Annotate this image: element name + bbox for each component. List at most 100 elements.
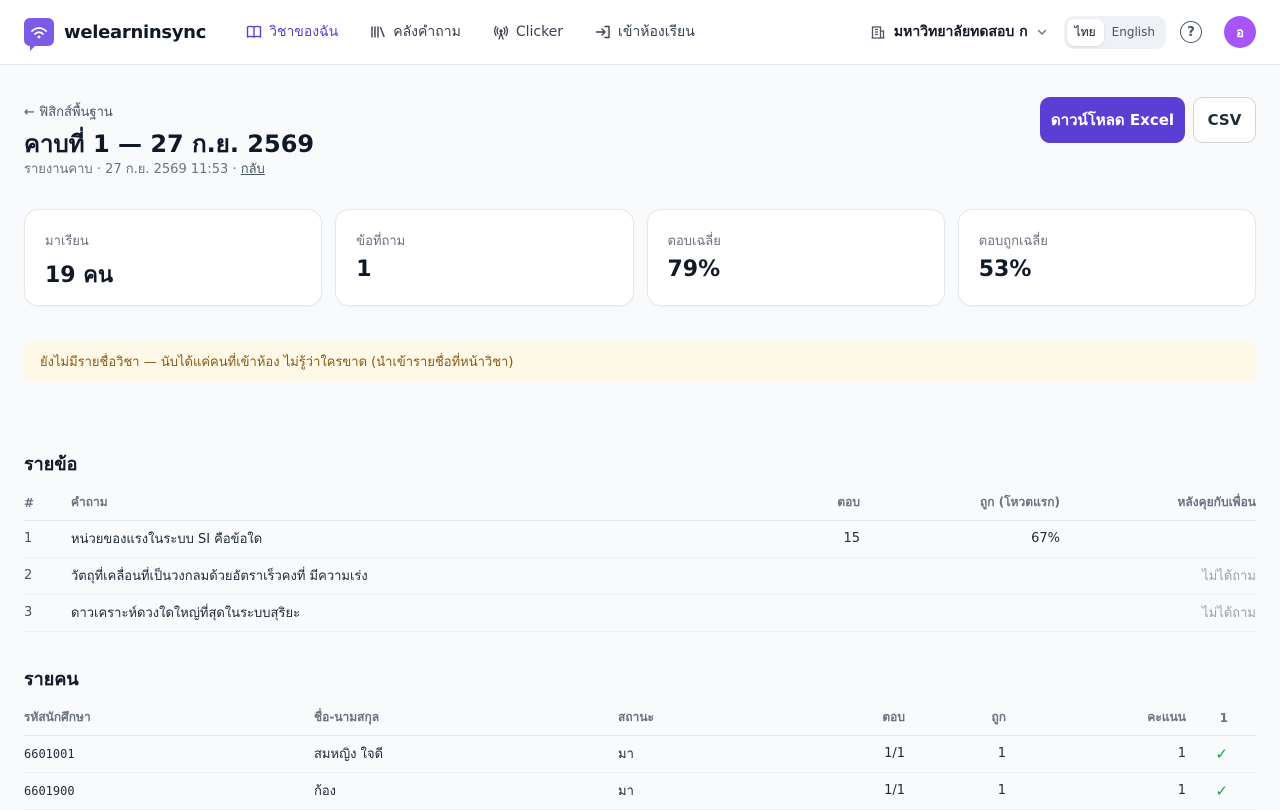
download-csv-button[interactable]: CSV [1193,97,1256,143]
question-text: หน่วยของแรงในระบบ SI คือข้อใด [71,520,721,558]
download-excel-button[interactable]: ดาวน์โหลด Excel [1040,97,1185,143]
report-meta: รายงานคาบ · 27 ก.ย. 2569 11:53 · [24,162,241,177]
table-row[interactable]: 1 หน่วยของแรงในระบบ SI คือข้อใด 15 67% [24,520,1256,558]
enter-icon [595,25,610,39]
table-row[interactable]: 3 ดาวเคราะห์ดวงใดใหญ่ที่สุดในระบบสุริยะ … [24,594,1256,632]
column-header-question: คำถาม [71,486,721,521]
student-id: 6601900 [24,772,314,810]
stat-card-correct-rate: ตอบถูกเฉลี่ย 53% [957,209,1256,306]
answered-ratio: 1/1 [798,735,905,773]
question-text: ดาวเคราะห์ดวงใดใหญ่ที่สุดในระบบสุริยะ [71,594,721,632]
page-title: คาบที่ 1 — 27 ก.ย. 2569 [24,130,315,158]
stat-card-response-rate: ตอบเฉลี่ย 79% [646,209,945,306]
question-number: 3 [24,594,71,632]
score: 1 [1006,735,1186,773]
column-header-answered: ตอบ [721,486,860,521]
nav-item-label: คลังคำถาม [393,24,461,40]
student-name: ก้อง [314,772,618,810]
stat-value: 19 คน [45,263,114,288]
help-icon[interactable]: ? [1180,21,1202,43]
language-option-english[interactable]: English [1111,25,1155,39]
table-row[interactable]: 6601001 สมหญิง ใจดี มา 1/1 1 1 ✓ [24,735,1256,773]
stat-value: 1 [356,257,372,282]
nav-item-question-bank[interactable]: คลังคำถาม [358,13,473,51]
correct-count: 1 [905,772,1006,810]
nav-item-join-class[interactable]: เข้าห้องเรียน [583,13,707,51]
after-discussion: ไม่ได้ถาม [1060,594,1256,632]
after-discussion [1060,520,1256,558]
page-subtitle: รายงานคาบ · 27 ก.ย. 2569 11:53 · กลับ [24,158,265,179]
answered-count [721,557,860,595]
back-text-link[interactable]: กลับ [240,162,265,177]
correct-percent [860,594,1060,632]
stat-card-attendance: มาเรียน 19 คน [24,209,323,306]
stats-row: มาเรียน 19 คน ข้อที่ถาม 1 ตอบเฉลี่ย 79% … [24,209,1256,306]
top-navigation-bar: welearninsync วิชาของฉัน คลังคำถาม Click… [0,0,1280,65]
students-table: รหัสนักศึกษา ชื่อ-นามสกุล สถานะ ตอบ ถูก … [24,701,1256,810]
student-status: มา [618,772,798,810]
brand[interactable]: welearninsync [24,18,207,51]
questions-section-title: รายข้อ [24,454,78,475]
column-header-full-name: ชื่อ-นามสกุล [314,701,618,736]
stat-label: ตอบถูกเฉลี่ย [978,234,1048,249]
check-icon: ✓ [1186,735,1256,773]
broadcast-icon [493,25,508,40]
nav-item-clicker[interactable]: Clicker [481,13,575,51]
answered-ratio: 1/1 [798,772,905,810]
brand-name: welearninsync [64,21,207,43]
table-header-row: รหัสนักศึกษา ชื่อ-นามสกุล สถานะ ตอบ ถูก … [24,701,1256,736]
student-name: สมหญิง ใจดี [314,735,618,773]
correct-percent [860,557,1060,595]
check-icon: ✓ [1186,772,1256,810]
score: 1 [1006,772,1186,810]
answered-count: 15 [721,520,860,558]
table-row[interactable]: 2 วัตถุที่เคลื่อนที่เป็นวงกลมด้วยอัตราเร… [24,557,1256,595]
nav-item-label: เข้าห้องเรียน [618,24,695,40]
correct-percent: 67% [860,520,1060,558]
column-header-status: สถานะ [618,701,798,736]
stat-label: ข้อที่ถาม [356,234,406,249]
table-row[interactable]: 6601900 ก้อง มา 1/1 1 1 ✓ [24,772,1256,810]
nav-item-label: Clicker [515,24,564,40]
column-header-answered: ตอบ [798,701,905,736]
column-header-after-discussion: หลังคุยกับเพื่อน [1060,486,1256,521]
stat-value: 53% [978,257,1032,282]
students-section-title: รายคน [24,669,79,690]
column-header-student-id: รหัสนักศึกษา [24,701,314,736]
column-header-score: คะแนน [1006,701,1186,736]
stat-value: 79% [667,257,721,282]
brand-logo-icon [24,18,54,51]
student-status: มา [618,735,798,773]
organization-selector[interactable]: มหาวิทยาลัยทดสอบ ก [870,21,1048,43]
column-header-q1: 1 [1186,701,1256,736]
column-header-correct-first-vote: ถูก (โหวตแรก) [860,486,1060,521]
roster-warning-alert: ยังไม่มีรายชื่อวิชา — นับได้แค่คนที่เข้า… [24,341,1256,381]
user-avatar[interactable]: อ [1224,16,1256,48]
stat-label: ตอบเฉลี่ย [667,234,721,249]
chevron-down-icon [1037,29,1046,35]
answered-count [721,594,860,632]
column-header-correct: ถูก [905,701,1006,736]
stat-card-questions-asked: ข้อที่ถาม 1 [335,209,634,306]
library-icon [371,26,385,38]
language-toggle: ไทย English [1063,15,1166,49]
stat-label: มาเรียน [45,234,89,249]
question-number: 1 [24,520,71,558]
nav-item-my-courses[interactable]: วิชาของฉัน [234,13,350,51]
breadcrumb-back-link[interactable]: ← ฟิสิกส์พื้นฐาน [24,105,113,120]
after-discussion: ไม่ได้ถาม [1060,557,1256,595]
nav-item-label: วิชาของฉัน [269,24,339,40]
student-id: 6601001 [24,735,314,773]
organization-name: มหาวิทยาลัยทดสอบ ก [893,24,1028,40]
question-text: วัตถุที่เคลื่อนที่เป็นวงกลมด้วยอัตราเร็ว… [71,557,721,595]
wifi-icon [31,27,47,39]
building-icon [871,26,885,39]
column-header-number: # [24,486,71,521]
main-nav: วิชาของฉัน คลังคำถาม Clicker เข้าห้องเรี… [234,13,707,51]
question-number: 2 [24,557,71,595]
book-icon [246,25,262,38]
questions-table: # คำถาม ตอบ ถูก (โหวตแรก) หลังคุยกับเพื่… [24,486,1256,632]
correct-count: 1 [905,735,1006,773]
table-header-row: # คำถาม ตอบ ถูก (โหวตแรก) หลังคุยกับเพื่… [24,486,1256,521]
language-option-thai[interactable]: ไทย [1066,18,1104,46]
